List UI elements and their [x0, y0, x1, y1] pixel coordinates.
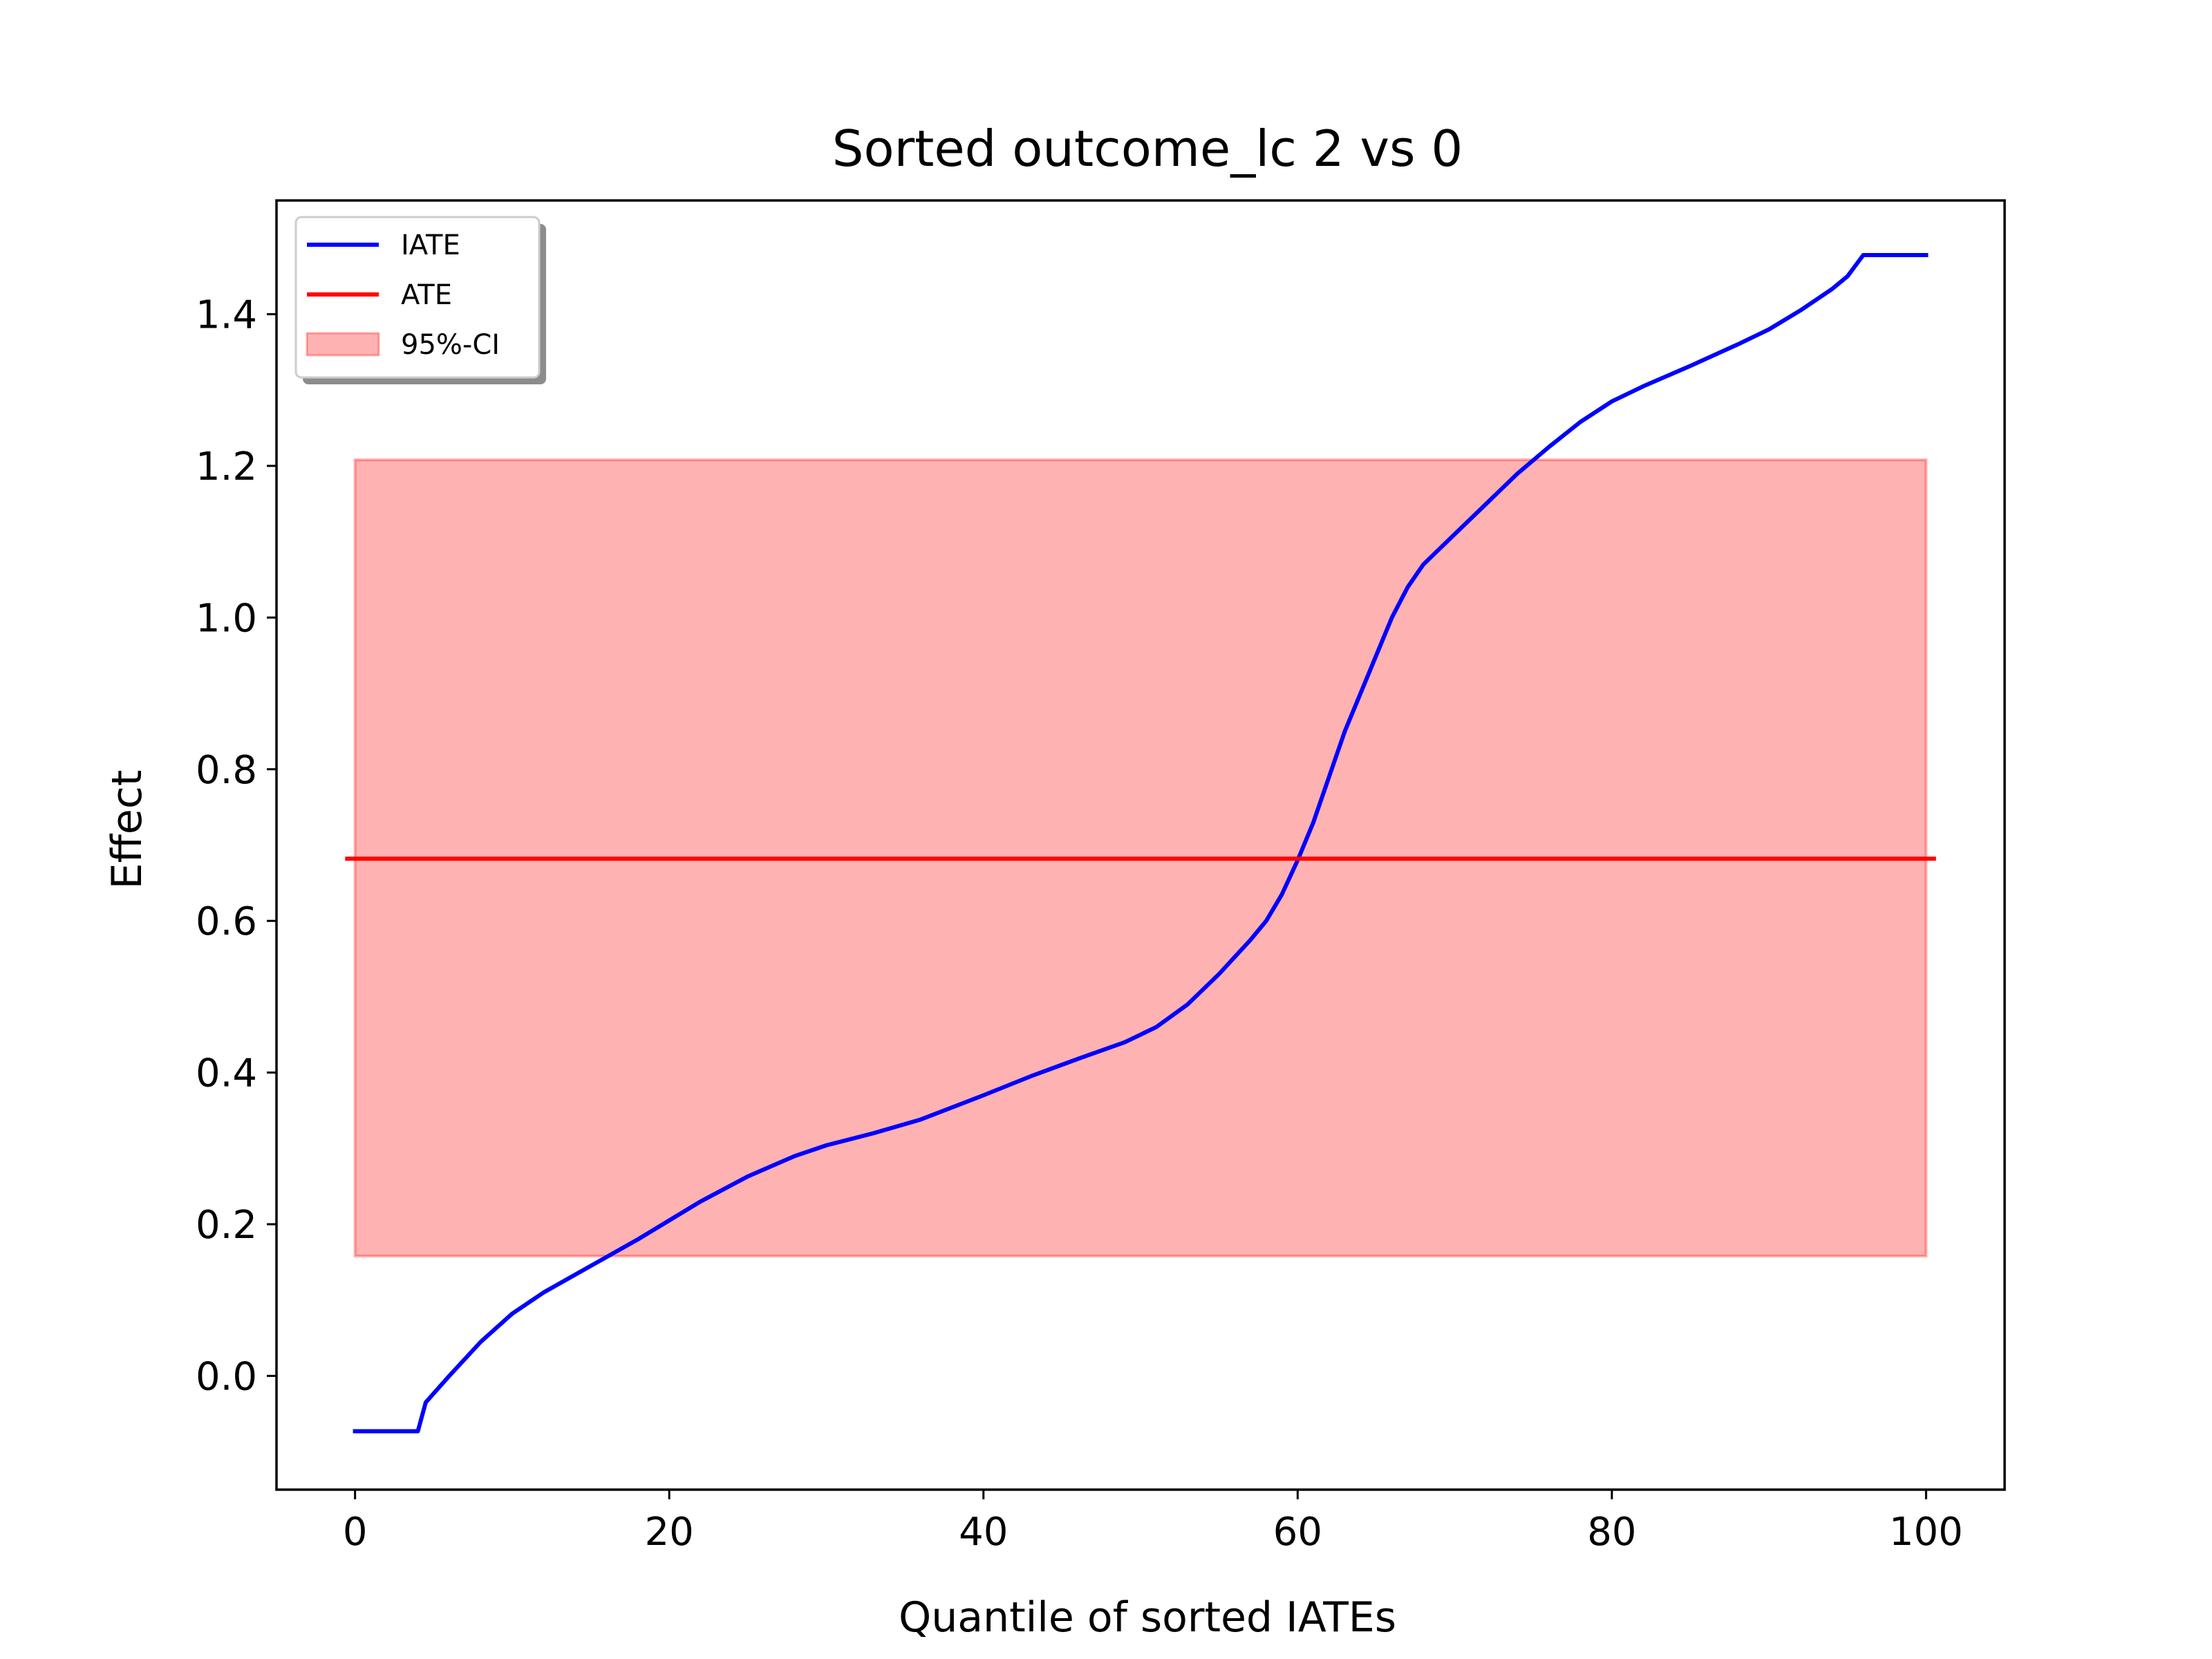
- axes-frame: [275, 199, 2006, 1491]
- chart-title: Sorted outcome_lc 2 vs 0: [832, 120, 1463, 178]
- y-tick-label: 1.0: [196, 596, 257, 641]
- y-tick-label: 0.4: [196, 1051, 257, 1096]
- x-tick-label: 20: [645, 1510, 694, 1555]
- series-line-iate: [353, 253, 1929, 1434]
- x-tick-label: 40: [959, 1510, 1008, 1555]
- legend-swatch-ci: [306, 332, 380, 357]
- y-tick-label: 0.2: [196, 1203, 257, 1248]
- x-axis-label: Quantile of sorted IATEs: [899, 1593, 1396, 1642]
- legend-label: IATE: [401, 229, 460, 261]
- y-tick-label: 1.2: [196, 444, 257, 489]
- y-tick-label: 0.8: [196, 748, 257, 793]
- axes: 0 20 40 60 80 100 0.0 0.2 0.4 0.6 0.8 1.0 1.2 1.4: [196, 199, 2006, 1555]
- legend-box: [294, 216, 541, 379]
- y-axis-label: Effect: [103, 770, 151, 890]
- plot-area: [345, 253, 1936, 1434]
- legend-label: ATE: [401, 279, 452, 311]
- x-tick-label: 60: [1273, 1510, 1322, 1555]
- x-tick-label: 0: [343, 1510, 368, 1555]
- legend: IATE ATE 95%-CI: [294, 216, 546, 384]
- y-tick-label: 0.0: [196, 1354, 257, 1399]
- legend-label: 95%-CI: [401, 329, 500, 361]
- y-tick-label: 0.6: [196, 899, 257, 944]
- y-tick-label: 1.4: [196, 293, 257, 338]
- x-tick-label: 80: [1587, 1510, 1636, 1555]
- x-tick-label: 100: [1889, 1510, 1963, 1555]
